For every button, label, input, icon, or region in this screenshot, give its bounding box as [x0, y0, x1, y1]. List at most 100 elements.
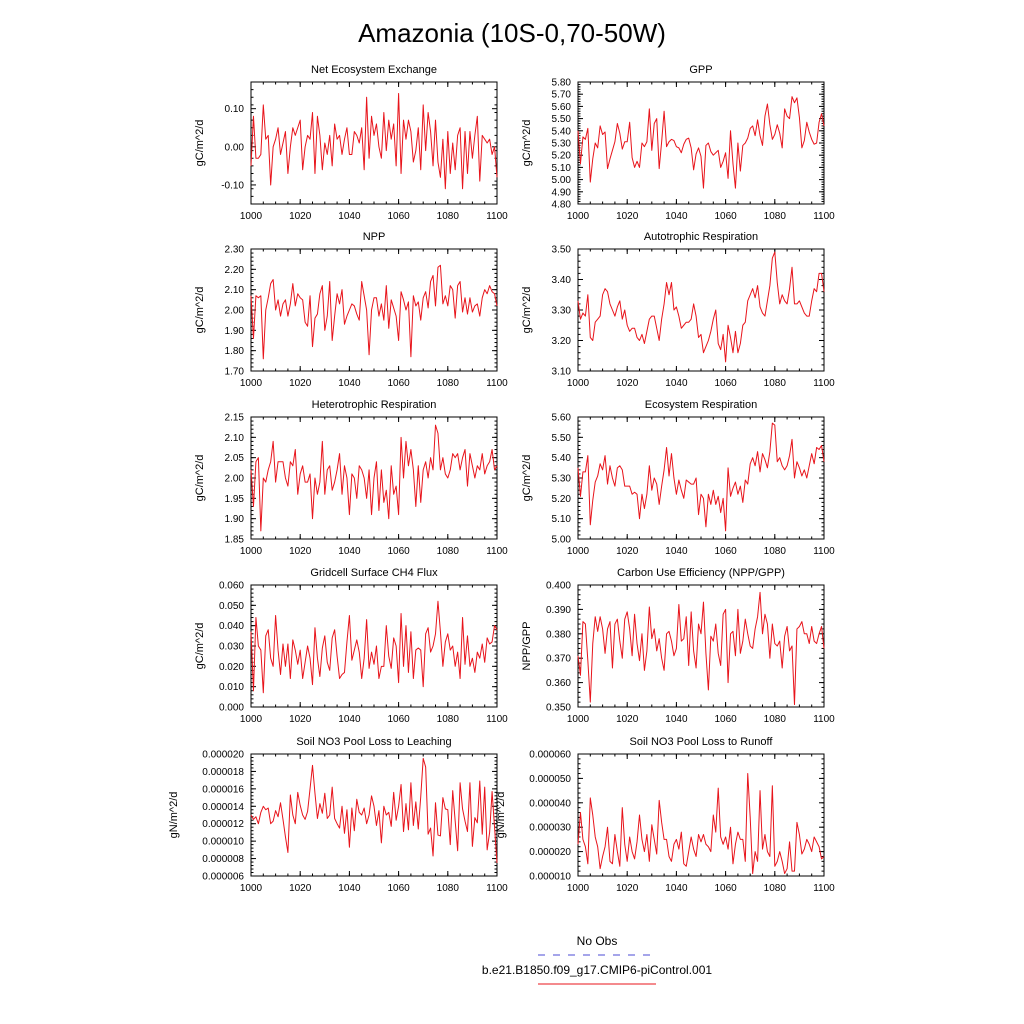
x-tick-label: 1020 [289, 714, 312, 725]
y-tick-label: 4.80 [552, 200, 572, 211]
x-tick-label: 1040 [665, 546, 688, 557]
chart-title: GPP [689, 64, 712, 76]
chart-title: NPP [363, 231, 386, 243]
y-tick-label: 3.40 [552, 275, 572, 286]
x-tick-label: 1000 [240, 883, 263, 894]
y-tick-label: 5.60 [552, 413, 572, 424]
x-tick-label: 1040 [665, 883, 688, 894]
x-tick-label: 1080 [437, 714, 460, 725]
x-tick-label: 1040 [665, 211, 688, 222]
y-tick-label: 0.020 [219, 662, 244, 673]
x-tick-label: 1000 [240, 546, 263, 557]
y-tick-label: -0.10 [221, 180, 244, 191]
panel-ch4-flux: Gridcell Surface CH4 Flux 1000 1020 1040 106… [194, 567, 508, 725]
legend-label-control-run: b.e21.B1850.f09_g17.CMIP6-piControl.001 [482, 963, 712, 977]
x-tick-label: 1020 [289, 883, 312, 894]
plot-frame [250, 81, 498, 205]
y-tick-label: 3.50 [552, 245, 572, 256]
chart-title: Gridcell Surface CH4 Flux [310, 567, 438, 579]
plot-frame [577, 248, 825, 372]
series-line [577, 591, 825, 706]
panel-heterotrophic-respiration: Heterotrophic Respiration 1000 1020 1040 106… [194, 399, 508, 557]
plot-frame [577, 416, 825, 540]
y-tick-label: 0.010 [219, 682, 244, 693]
y-tick-label: 5.10 [552, 514, 572, 525]
x-tick-label: 1080 [764, 883, 787, 894]
y-tick-label: 5.40 [552, 126, 572, 137]
y-tick-label: 5.70 [552, 90, 572, 101]
y-tick-label: 0.030 [219, 642, 244, 653]
y-tick-label: 5.60 [552, 102, 572, 113]
y-tick-label: 2.10 [225, 285, 245, 296]
x-tick-label: 1060 [387, 883, 410, 894]
y-tick-label: 4.90 [552, 187, 572, 198]
plot-frame [250, 753, 498, 877]
x-tick-label: 1100 [813, 883, 835, 894]
x-tick-label: 1020 [616, 714, 639, 725]
x-tick-label: 1060 [387, 546, 410, 557]
panel-npp: NPP 1000 1020 1040 1060 1080 1100 1.70 1.80 1.90 2… [194, 231, 508, 389]
x-tick-label: 1040 [338, 378, 361, 389]
y-tick-label: 0.000012 [202, 819, 244, 830]
chart-title: Autotrophic Respiration [644, 231, 758, 243]
x-tick-label: 1080 [437, 211, 460, 222]
x-tick-label: 1040 [338, 714, 361, 725]
y-tick-label: 0.000006 [202, 872, 244, 883]
series-line [250, 424, 498, 532]
x-tick-label: 1060 [714, 883, 737, 894]
y-tick-label: 0.000050 [529, 774, 571, 785]
y-tick-label: 5.00 [552, 535, 572, 546]
y-tick-label: 0.000018 [202, 767, 244, 778]
x-tick-label: 1080 [764, 714, 787, 725]
x-tick-label: 1100 [486, 211, 508, 222]
x-tick-label: 1000 [567, 714, 590, 725]
y-tick-label: 0.000060 [529, 750, 571, 761]
x-tick-label: 1060 [387, 211, 410, 222]
x-tick-label: 1060 [714, 211, 737, 222]
series-line [250, 757, 498, 863]
y-tick-label: 0.000016 [202, 784, 244, 795]
y-tick-label: 2.15 [225, 413, 245, 424]
x-tick-label: 1000 [567, 378, 590, 389]
y-tick-label: 0.000 [219, 703, 244, 714]
y-tick-label: 3.30 [552, 306, 572, 317]
y-tick-label: 0.000030 [529, 823, 571, 834]
chart-title: Carbon Use Efficiency (NPP/GPP) [617, 567, 785, 579]
x-tick-label: 1040 [338, 883, 361, 894]
y-tick-label: 5.50 [552, 114, 572, 125]
y-tick-label: 5.00 [552, 175, 572, 186]
y-tick-label: 5.30 [552, 139, 572, 150]
x-tick-label: 1100 [486, 883, 508, 894]
panel-no3-leaching: Soil NO3 Pool Loss to Leaching 1000 1020 10… [168, 736, 508, 894]
y-tick-label: 0.000020 [202, 750, 244, 761]
panel-net-ecosystem-exchange: Net Ecosystem Exchange 1000 1020 1040 1060 10… [194, 64, 508, 222]
x-tick-label: 1080 [764, 378, 787, 389]
y-tick-label: 2.00 [225, 474, 245, 485]
y-tick-label: 1.85 [225, 535, 245, 546]
series-line [250, 92, 498, 190]
x-tick-label: 1040 [338, 211, 361, 222]
x-tick-label: 1100 [813, 714, 835, 725]
y-tick-label: 0.000040 [529, 798, 571, 809]
x-tick-label: 1100 [486, 378, 508, 389]
y-tick-label: 0.360 [546, 678, 571, 689]
x-tick-label: 1100 [813, 211, 835, 222]
y-tick-label: 2.05 [225, 453, 245, 464]
y-axis-label: gC/m^2/d [194, 623, 206, 670]
y-tick-label: 5.20 [552, 151, 572, 162]
y-tick-label: 1.95 [225, 494, 245, 505]
series-line [577, 773, 825, 875]
y-tick-label: 5.30 [552, 474, 572, 485]
plot-frame [577, 584, 825, 708]
x-tick-label: 1000 [567, 546, 590, 557]
x-tick-label: 1080 [437, 883, 460, 894]
y-tick-label: 0.060 [219, 581, 244, 592]
y-axis-label: gC/m^2/d [521, 287, 533, 334]
series-line [577, 251, 825, 363]
x-tick-label: 1000 [240, 714, 263, 725]
y-tick-label: 0.040 [219, 621, 244, 632]
chart-title: Ecosystem Respiration [645, 399, 758, 411]
x-tick-label: 1040 [665, 714, 688, 725]
x-tick-label: 1080 [764, 546, 787, 557]
